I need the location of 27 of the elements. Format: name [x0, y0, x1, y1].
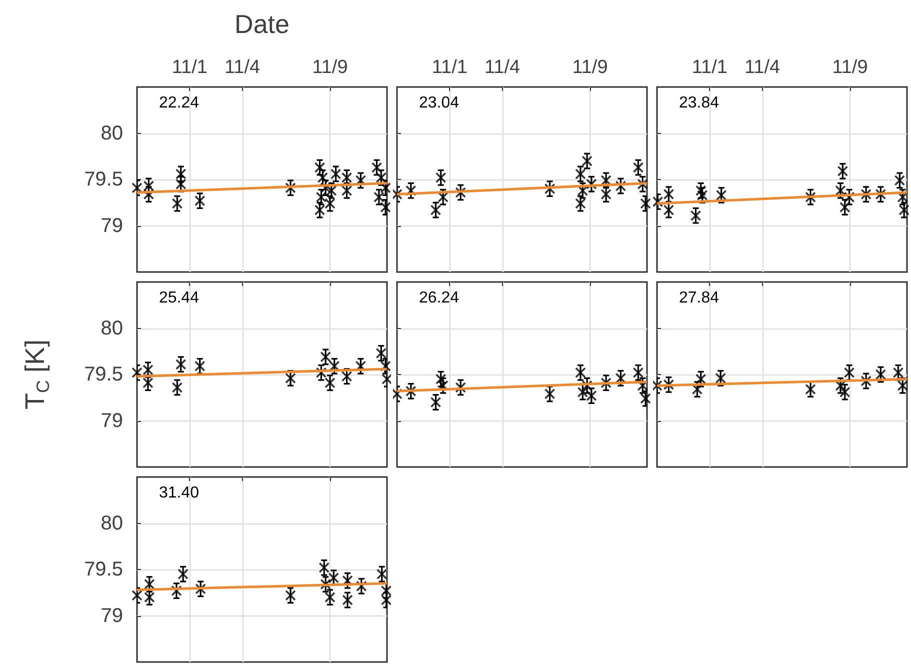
y-tick-label: 79	[100, 604, 123, 627]
annotation: 26.24	[419, 290, 460, 306]
y-tick-label: 79.5	[84, 168, 123, 190]
annotation: 25.44	[159, 290, 200, 306]
y-tick-label: 79.5	[84, 364, 123, 386]
x-tick-label: 11/1	[172, 57, 208, 78]
annotation: 23.04	[419, 94, 460, 112]
x-tick-label: 11/4	[224, 57, 260, 78]
x-tick-label: 11/4	[484, 57, 520, 78]
x-axis-title: Date	[234, 9, 290, 39]
annotation: 31.40	[159, 484, 200, 502]
y-tick-label: 79	[100, 214, 123, 237]
y-tick-label: 80	[100, 512, 123, 534]
y-tick-label: 80	[100, 317, 123, 340]
annotation: 23.84	[679, 94, 720, 112]
y-axis-title: TC [K]	[20, 339, 53, 410]
x-tick-label: 11/9	[832, 57, 868, 78]
x-tick-label: 11/9	[312, 57, 348, 78]
annotation: 22.24	[159, 94, 200, 112]
x-tick-label: 11/1	[692, 57, 728, 78]
y-tick-label: 79	[100, 410, 123, 432]
y-tick-label: 80	[100, 122, 123, 144]
annotation: 27.84	[679, 290, 720, 306]
x-tick-label: 11/9	[572, 57, 608, 78]
y-tick-label: 79.5	[84, 558, 123, 580]
x-tick-label: 11/4	[744, 57, 780, 78]
x-tick-label: 11/1	[432, 57, 468, 78]
